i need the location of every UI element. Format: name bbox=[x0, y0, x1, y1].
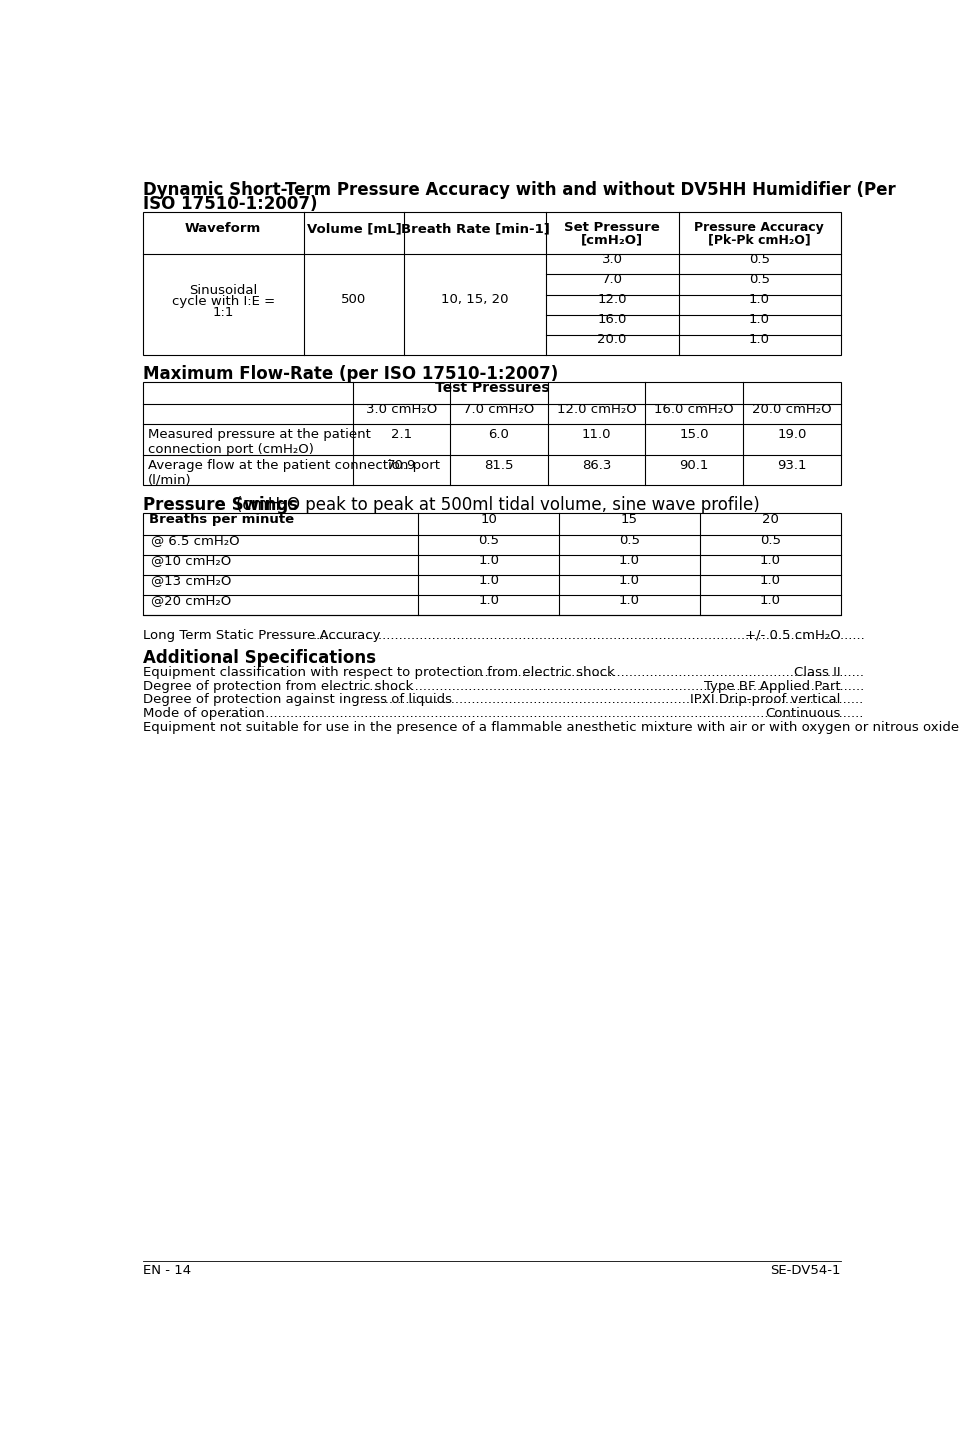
Text: Type BF Applied Part: Type BF Applied Part bbox=[704, 680, 841, 693]
Text: Average flow at the patient connection port
(l/min): Average flow at the patient connection p… bbox=[148, 459, 440, 486]
Text: Sinusoidal: Sinusoidal bbox=[189, 284, 257, 297]
Text: ISO 17510-1:2007): ISO 17510-1:2007) bbox=[143, 195, 318, 214]
Text: @ 6.5 cmH₂O: @ 6.5 cmH₂O bbox=[151, 533, 240, 546]
Text: Long Term Static Pressure Accuracy: Long Term Static Pressure Accuracy bbox=[143, 628, 381, 641]
Text: @10 cmH₂O: @10 cmH₂O bbox=[151, 554, 231, 566]
Text: Breaths per minute: Breaths per minute bbox=[150, 513, 295, 526]
Text: ................................................................................: ........................................… bbox=[328, 680, 960, 693]
Text: Breath Rate [min-1]: Breath Rate [min-1] bbox=[400, 222, 549, 235]
Text: 81.5: 81.5 bbox=[484, 459, 514, 472]
Text: cycle with I:E =: cycle with I:E = bbox=[172, 295, 275, 308]
Text: [Pk-Pk cmH₂O]: [Pk-Pk cmH₂O] bbox=[708, 232, 811, 247]
Text: 93.1: 93.1 bbox=[778, 459, 806, 472]
Text: 2.1: 2.1 bbox=[391, 429, 412, 442]
Text: 3.0 cmH₂O: 3.0 cmH₂O bbox=[366, 403, 437, 416]
Text: 1.0: 1.0 bbox=[619, 554, 640, 566]
Text: 1.0: 1.0 bbox=[619, 574, 640, 587]
Text: Class II: Class II bbox=[794, 665, 841, 678]
Text: 1.0: 1.0 bbox=[749, 314, 770, 327]
Text: 500: 500 bbox=[342, 294, 367, 307]
Text: 0.5: 0.5 bbox=[478, 533, 499, 546]
Text: 1.0: 1.0 bbox=[619, 594, 640, 607]
Text: 16.0: 16.0 bbox=[597, 314, 627, 327]
Text: @20 cmH₂O: @20 cmH₂O bbox=[151, 594, 231, 607]
Text: 0.5: 0.5 bbox=[749, 274, 770, 287]
Text: 1.0: 1.0 bbox=[749, 294, 770, 307]
Text: 16.0 cmH₂O: 16.0 cmH₂O bbox=[655, 403, 734, 416]
Text: Equipment classification with respect to protection from electric shock: Equipment classification with respect to… bbox=[143, 665, 615, 678]
Text: 1:1: 1:1 bbox=[212, 305, 234, 318]
Text: 1.0: 1.0 bbox=[760, 554, 780, 566]
Text: 15.0: 15.0 bbox=[680, 429, 709, 442]
Text: 0.5: 0.5 bbox=[749, 254, 770, 267]
Text: +/- 0.5 cmH₂O: +/- 0.5 cmH₂O bbox=[745, 628, 841, 641]
Text: Maximum Flow-Rate (per ISO 17510-1:2007): Maximum Flow-Rate (per ISO 17510-1:2007) bbox=[143, 366, 559, 383]
Text: @13 cmH₂O: @13 cmH₂O bbox=[151, 574, 231, 587]
Text: 11.0: 11.0 bbox=[582, 429, 612, 442]
Text: EN - 14: EN - 14 bbox=[143, 1263, 191, 1276]
Text: 19.0: 19.0 bbox=[778, 429, 806, 442]
Text: ................................................................................: ........................................… bbox=[313, 628, 960, 641]
Text: 1.0: 1.0 bbox=[478, 554, 499, 566]
Text: 0.5: 0.5 bbox=[619, 533, 640, 546]
Text: Equipment not suitable for use in the presence of a flammable anesthetic mixture: Equipment not suitable for use in the pr… bbox=[143, 721, 959, 734]
Text: 20: 20 bbox=[762, 513, 779, 526]
Text: Waveform: Waveform bbox=[185, 222, 261, 235]
Text: 1.0: 1.0 bbox=[760, 574, 780, 587]
Bar bbox=[143, 212, 841, 354]
Text: 1.0: 1.0 bbox=[760, 594, 780, 607]
Text: Set Pressure: Set Pressure bbox=[564, 221, 660, 234]
Text: 10: 10 bbox=[480, 513, 497, 526]
Text: Test Pressures: Test Pressures bbox=[435, 381, 549, 396]
Text: Mode of operation: Mode of operation bbox=[143, 707, 265, 720]
Text: 7.0: 7.0 bbox=[602, 274, 623, 287]
Text: 1.0: 1.0 bbox=[478, 574, 499, 587]
Text: Continuous: Continuous bbox=[765, 707, 841, 720]
Text: 1.0: 1.0 bbox=[478, 594, 499, 607]
Text: ................................................................................: ........................................… bbox=[360, 694, 960, 707]
Text: 12.0: 12.0 bbox=[597, 294, 627, 307]
Text: Dynamic Short-Term Pressure Accuracy with and without DV5HH Humidifier (Per: Dynamic Short-Term Pressure Accuracy wit… bbox=[143, 181, 896, 199]
Text: 70.9: 70.9 bbox=[387, 459, 416, 472]
Text: 90.1: 90.1 bbox=[680, 459, 709, 472]
Text: Degree of protection from electric shock: Degree of protection from electric shock bbox=[143, 680, 414, 693]
Text: ................................................................................: ........................................… bbox=[469, 665, 960, 678]
Text: SE-DV54-1: SE-DV54-1 bbox=[770, 1263, 841, 1276]
Text: 86.3: 86.3 bbox=[582, 459, 612, 472]
Text: Pressure Accuracy: Pressure Accuracy bbox=[694, 221, 825, 234]
Text: IPXI Drip-proof vertical: IPXI Drip-proof vertical bbox=[690, 694, 841, 707]
Text: Additional Specifications: Additional Specifications bbox=[143, 648, 376, 667]
Bar bbox=[143, 513, 841, 615]
Text: 12.0 cmH₂O: 12.0 cmH₂O bbox=[557, 403, 636, 416]
Text: Measured pressure at the patient
connection port (cmH₂O): Measured pressure at the patient connect… bbox=[148, 427, 371, 456]
Text: 7.0 cmH₂O: 7.0 cmH₂O bbox=[464, 403, 535, 416]
Text: 1.0: 1.0 bbox=[749, 334, 770, 347]
Text: Pressure Swings: Pressure Swings bbox=[143, 496, 304, 515]
Text: 20.0 cmH₂O: 20.0 cmH₂O bbox=[752, 403, 831, 416]
Bar bbox=[143, 383, 841, 486]
Text: 20.0: 20.0 bbox=[597, 334, 627, 347]
Text: Degree of protection against ingress of liquids: Degree of protection against ingress of … bbox=[143, 694, 452, 707]
Text: 6.0: 6.0 bbox=[489, 429, 510, 442]
Text: 0.5: 0.5 bbox=[760, 533, 780, 546]
Text: (cmH₂O peak to peak at 500ml tidal volume, sine wave profile): (cmH₂O peak to peak at 500ml tidal volum… bbox=[236, 496, 760, 515]
Text: ................................................................................: ........................................… bbox=[225, 707, 960, 720]
Text: 10, 15, 20: 10, 15, 20 bbox=[442, 294, 509, 307]
Text: 3.0: 3.0 bbox=[602, 254, 623, 267]
Text: [cmH₂O]: [cmH₂O] bbox=[581, 232, 643, 247]
Text: 15: 15 bbox=[621, 513, 638, 526]
Text: Volume [mL]: Volume [mL] bbox=[306, 222, 401, 235]
